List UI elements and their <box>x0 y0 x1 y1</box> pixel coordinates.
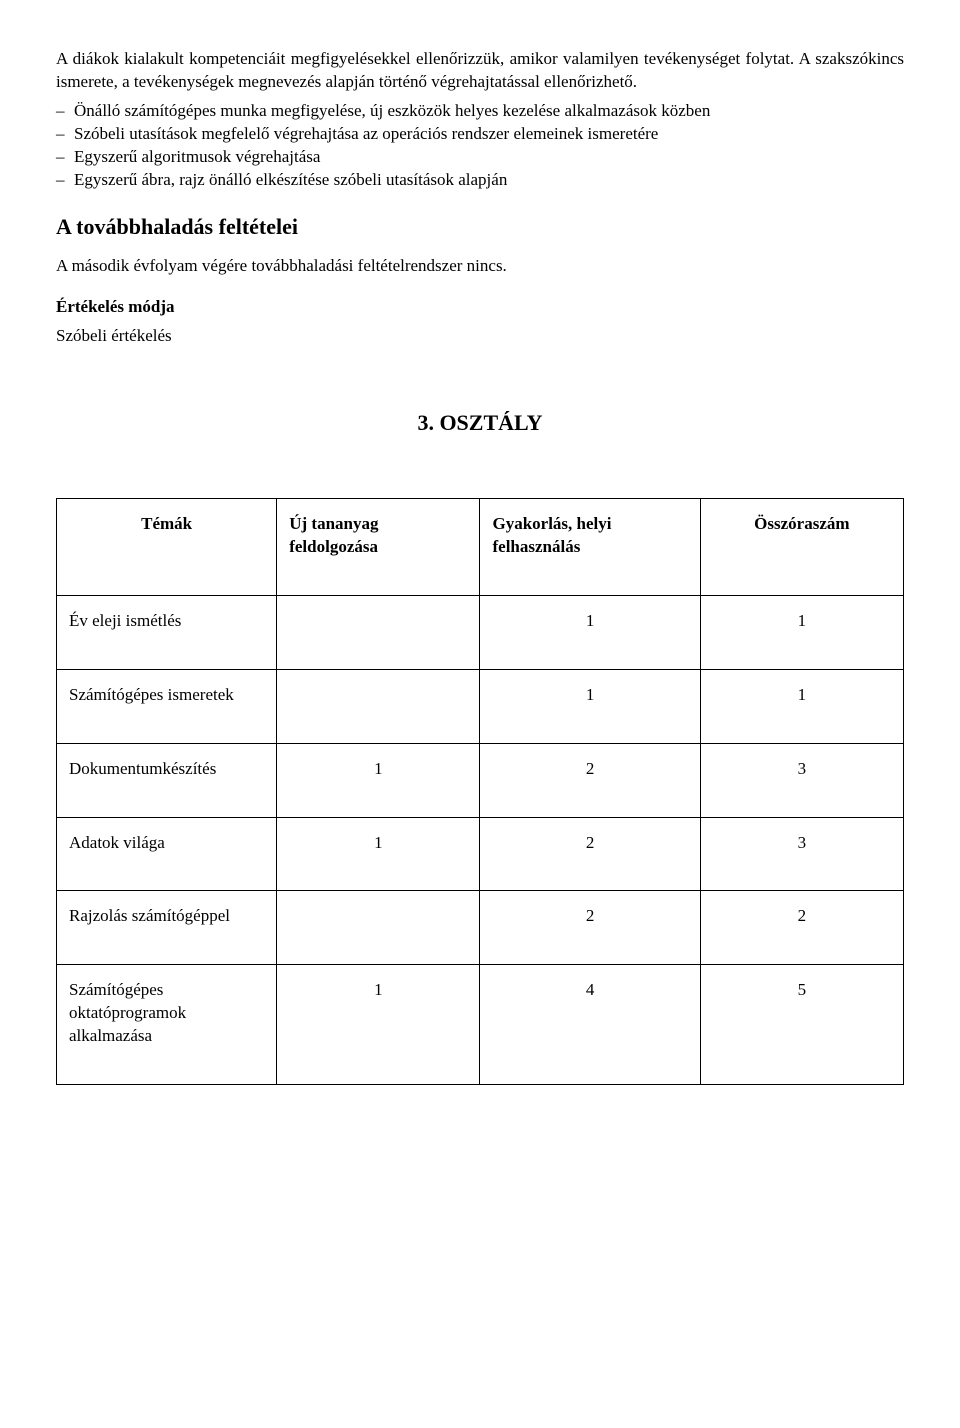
row-cell: 2 <box>480 817 700 891</box>
intro-bullet: Önálló számítógépes munka megfigyelése, … <box>56 100 904 123</box>
row-cell <box>277 891 480 965</box>
table-row: Év eleji ismétlés 1 1 <box>57 595 904 669</box>
row-cell: 1 <box>480 595 700 669</box>
row-cell <box>277 669 480 743</box>
table-row: Adatok világa 1 2 3 <box>57 817 904 891</box>
row-cell: 2 <box>480 743 700 817</box>
col-header-total: Összóraszám <box>700 498 903 595</box>
col-header-new-material: Új tananyag feldolgozása <box>277 498 480 595</box>
row-cell: 3 <box>700 743 903 817</box>
col-header-topics: Témák <box>57 498 277 595</box>
row-cell: 1 <box>277 817 480 891</box>
row-label: Rajzolás számítógéppel <box>57 891 277 965</box>
col-header-practice: Gyakorlás, helyi felhasználás <box>480 498 700 595</box>
section-body: A második évfolyam végére továbbhaladási… <box>56 255 904 278</box>
row-cell: 2 <box>700 891 903 965</box>
table-row: Dokumentumkészítés 1 2 3 <box>57 743 904 817</box>
hours-table: Témák Új tananyag feldolgozása Gyakorlás… <box>56 498 904 1085</box>
row-cell: 3 <box>700 817 903 891</box>
row-cell: 2 <box>480 891 700 965</box>
row-label: Év eleji ismétlés <box>57 595 277 669</box>
row-cell: 1 <box>700 595 903 669</box>
table-row: Rajzolás számítógéppel 2 2 <box>57 891 904 965</box>
row-cell: 1 <box>480 669 700 743</box>
section-title: A továbbhaladás feltételei <box>56 212 904 242</box>
intro-bullet: Egyszerű algoritmusok végrehajtása <box>56 146 904 169</box>
row-cell: 5 <box>700 965 903 1085</box>
intro-bullet: Szóbeli utasítások megfelelő végrehajtás… <box>56 123 904 146</box>
row-label: Számítógépes ismeretek <box>57 669 277 743</box>
row-label: Adatok világa <box>57 817 277 891</box>
row-cell: 1 <box>277 743 480 817</box>
row-cell: 1 <box>277 965 480 1085</box>
table-row: Számítógépes ismeretek 1 1 <box>57 669 904 743</box>
row-cell: 4 <box>480 965 700 1085</box>
intro-paragraph: A diákok kialakult kompetenciáit megfigy… <box>56 48 904 94</box>
intro-bullet-list: Önálló számítógépes munka megfigyelése, … <box>56 100 904 192</box>
table-row: Számítógépes oktatóprogramok alkalmazása… <box>57 965 904 1085</box>
intro-bullet: Egyszerű ábra, rajz önálló elkészítése s… <box>56 169 904 192</box>
eval-value: Szóbeli értékelés <box>56 325 904 348</box>
row-cell <box>277 595 480 669</box>
row-label: Számítógépes oktatóprogramok alkalmazása <box>57 965 277 1085</box>
table-header-row: Témák Új tananyag feldolgozása Gyakorlás… <box>57 498 904 595</box>
row-label: Dokumentumkészítés <box>57 743 277 817</box>
eval-label: Értékelés módja <box>56 296 904 319</box>
grade-title: 3. OSZTÁLY <box>56 408 904 438</box>
row-cell: 1 <box>700 669 903 743</box>
